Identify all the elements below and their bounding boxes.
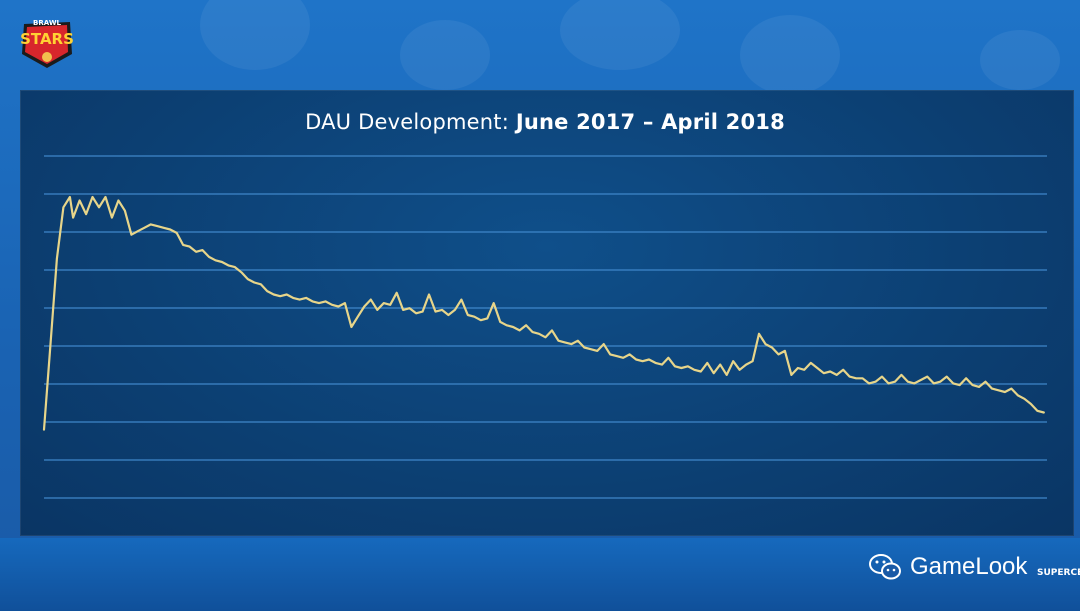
- background-decoration: [980, 30, 1060, 90]
- watermark-text: GameLook: [910, 553, 1028, 580]
- chart-title-prefix: DAU Development:: [305, 110, 516, 134]
- series-line-dau: [42, 195, 1045, 431]
- corner-logo-text: SUPERCELL: [1037, 568, 1080, 578]
- gridlines: [44, 155, 1047, 499]
- background-decoration: [560, 0, 680, 70]
- chart-panel: [20, 90, 1074, 536]
- background-decoration: [740, 15, 840, 95]
- brawl-stars-logo: BRAWL STARS: [20, 19, 74, 68]
- background-decoration: [200, 0, 310, 70]
- logo-line1: BRAWL: [33, 19, 62, 27]
- chart-title: DAU Development: June 2017 – April 2018: [0, 110, 1080, 134]
- gamelook-watermark: GameLook: [868, 552, 1027, 582]
- wechat-icon: [869, 554, 901, 580]
- background-decoration: [400, 20, 490, 90]
- chart-title-range: June 2017 – April 2018: [515, 110, 785, 134]
- supercell-logo: SUPERCELL: [1037, 568, 1080, 608]
- logo-line2: STARS: [20, 30, 74, 48]
